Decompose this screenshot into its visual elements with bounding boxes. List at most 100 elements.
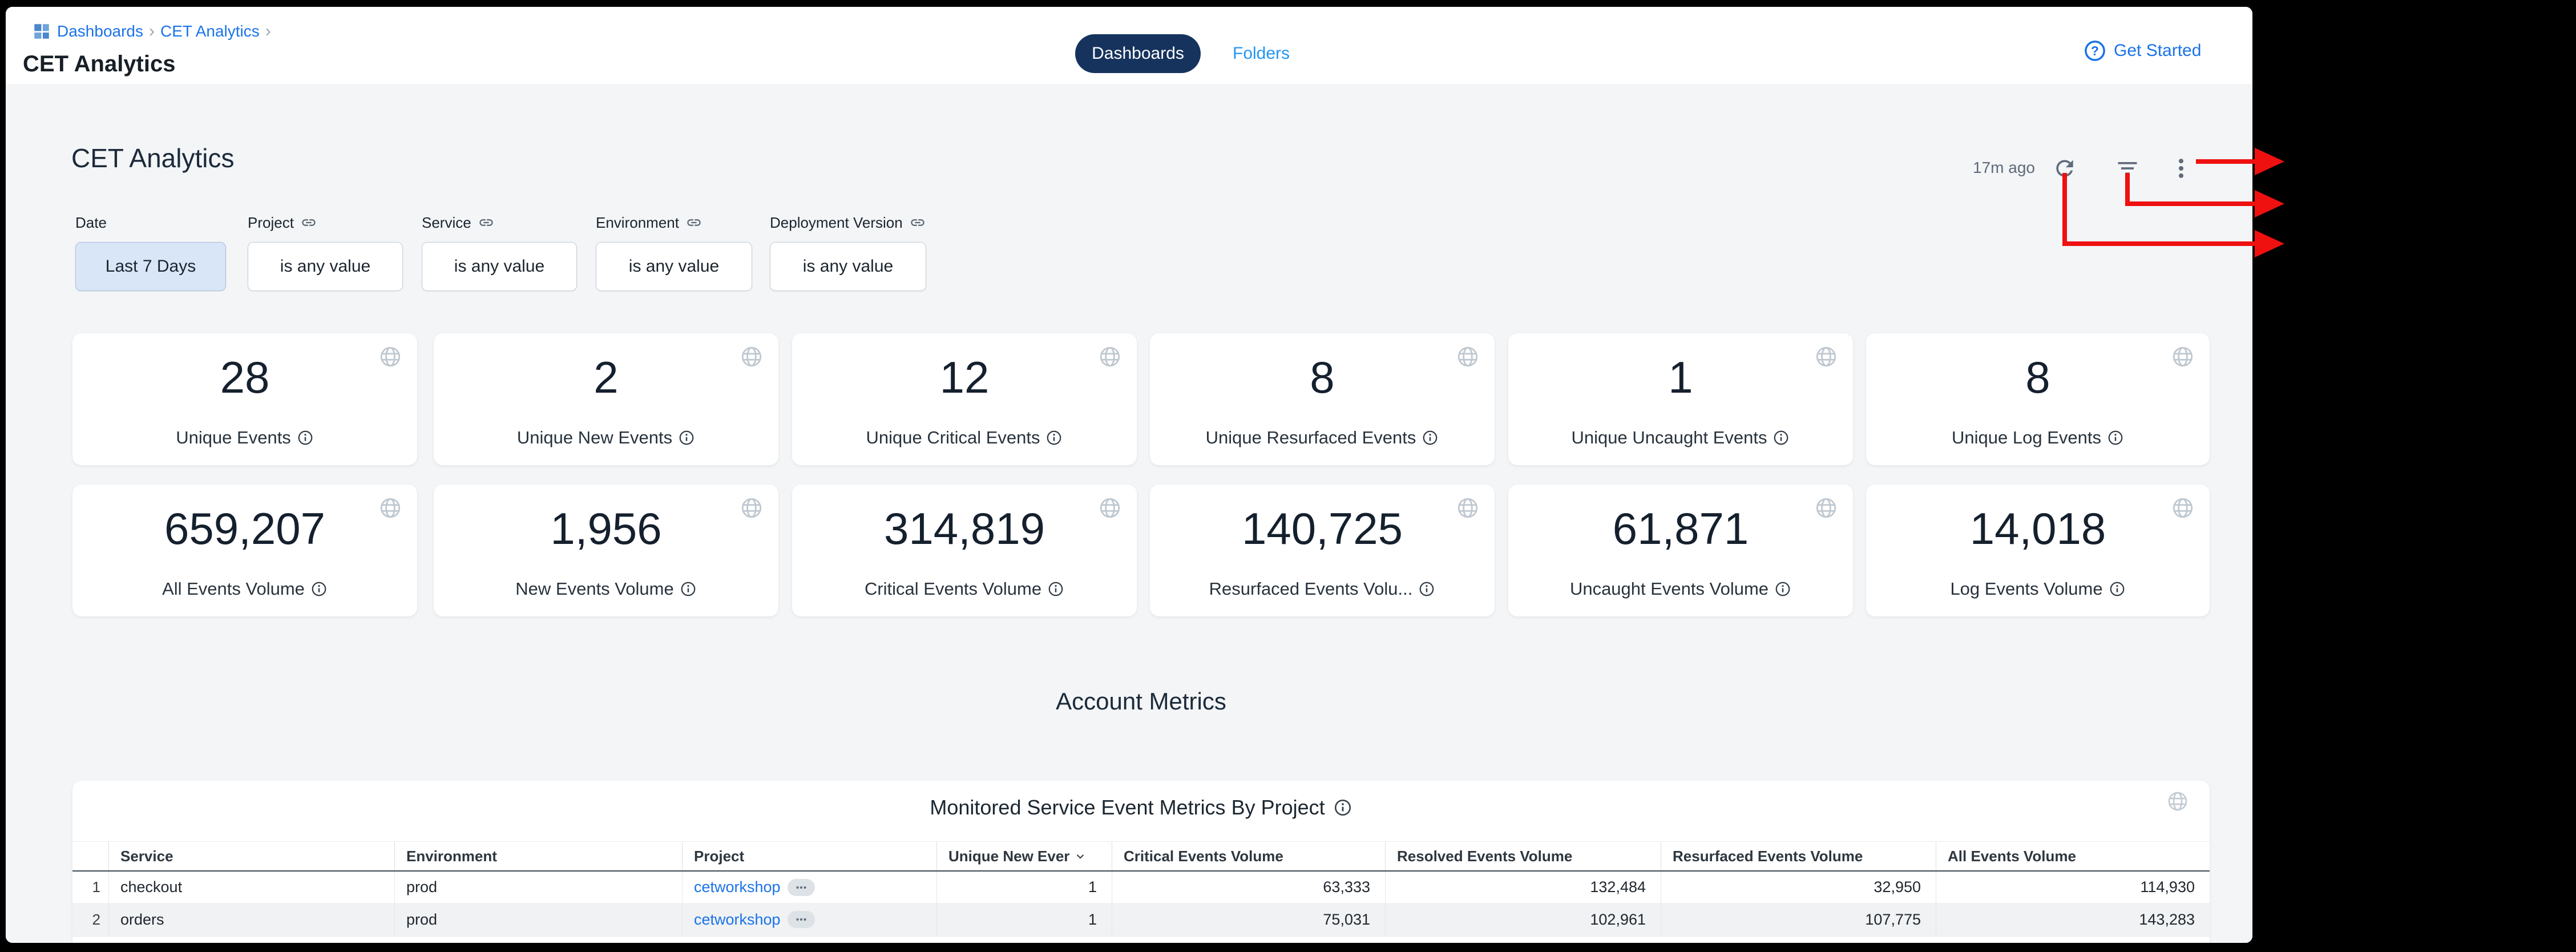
kpi-tile-unique-critical-events: 12 Unique Critical Events [792,333,1137,465]
breadcrumb-separator: › [148,22,155,41]
top-bar: Dashboards › CET Analytics › CET Analyti… [6,7,2252,85]
dashboard-title: CET Analytics [71,143,235,173]
kpi-value: 1 [1668,352,1693,402]
cell-resurfaced-events-volume: 32,950 [1661,872,1936,903]
row-index: 2 [92,910,100,928]
link-icon[interactable] [301,215,317,231]
column-header-rownum [72,842,108,870]
filter-icon[interactable] [2115,156,2140,181]
info-icon[interactable] [1047,580,1064,598]
help-icon: ? [2083,39,2107,63]
more-actions-pill[interactable] [787,911,815,928]
dashboards-grid-icon[interactable] [32,22,51,41]
info-icon[interactable] [1045,429,1063,446]
globe-icon [1456,345,1480,369]
service-filter-button[interactable]: is any value [422,242,577,291]
link-icon[interactable] [686,215,702,231]
column-header-critical-events-volume[interactable]: Critical Events Volume [1112,842,1385,870]
kpi-value: 2 [593,352,619,402]
info-icon[interactable] [1774,580,1791,598]
globe-icon [378,496,402,520]
column-header-resolved-events-volume[interactable]: Resolved Events Volume [1385,842,1661,870]
kpi-value: 14,018 [1969,503,2106,554]
info-icon[interactable] [2109,580,2126,598]
kpi-value: 314,819 [884,503,1045,554]
project-link[interactable]: cetworkshop [694,910,781,928]
tab-dashboards[interactable]: Dashboards [1075,34,1201,73]
kpi-tile-new-events-volume: 1,956 New Events Volume [434,485,778,616]
get-started-label: Get Started [2114,41,2202,60]
kebab-menu-icon[interactable] [2169,156,2194,181]
cell-environment: prod [394,872,682,903]
kpi-value: 12 [939,352,990,402]
cell-service: checkout [108,872,394,903]
info-icon[interactable] [678,429,695,446]
column-header-resurfaced-events-volume[interactable]: Resurfaced Events Volume [1661,842,1936,870]
project-filter-button[interactable]: is any value [248,242,403,291]
cell-critical-events-volume: 75,031 [1112,903,1385,936]
kpi-label: Uncaught Events Volume [1569,579,1769,599]
breadcrumb: Dashboards › CET Analytics › [32,22,271,41]
kpi-value: 61,871 [1612,503,1749,554]
globe-icon [2171,345,2195,369]
kpi-label: Critical Events Volume [864,579,1042,599]
kpi-tile-unique-log-events: 8 Unique Log Events [1866,333,2210,465]
kpi-value: 1,956 [550,503,662,554]
info-icon[interactable] [297,429,314,446]
refresh-icon[interactable] [2052,156,2077,181]
link-icon[interactable] [910,215,926,231]
column-header-project[interactable]: Project [682,842,936,870]
date-filter-button[interactable]: Last 7 Days [75,242,226,291]
kpi-tile-unique-new-events: 2 Unique New Events [434,333,778,465]
globe-icon [740,496,764,520]
chevron-down-icon [1073,849,1088,864]
kpi-label: All Events Volume [162,579,305,599]
globe-icon [2171,496,2195,520]
breadcrumb-separator: › [265,22,271,41]
kpi-tile-critical-events-volume: 314,819 Critical Events Volume [792,485,1137,616]
more-actions-pill[interactable] [787,878,815,896]
breadcrumb-dashboards[interactable]: Dashboards [57,22,143,40]
globe-icon [1814,496,1838,520]
info-icon[interactable] [1772,429,1790,446]
annotation-arrow-refresh-head [2255,230,2284,257]
kpi-tile-log-events-volume: 14,018 Log Events Volume [1866,485,2210,616]
info-icon[interactable] [2107,429,2124,446]
column-header-service[interactable]: Service [108,842,394,870]
globe-icon [740,345,764,369]
annotation-arrow-filter-head [2255,190,2284,217]
info-icon[interactable] [680,580,697,598]
annotation-arrow-refresh-line [2062,241,2255,246]
cell-project: cetworkshop [682,903,936,936]
info-icon[interactable] [1333,798,1352,817]
kpi-tile-unique-uncaught-events: 1 Unique Uncaught Events [1508,333,1853,465]
get-started-link[interactable]: ? Get Started [2083,39,2201,63]
breadcrumb-cet-analytics[interactable]: CET Analytics [160,22,260,40]
table-row: 2 orders prod cetworkshop 1 75,031 102,9… [72,903,2210,937]
row-index: 1 [92,878,100,895]
link-icon[interactable] [478,215,494,231]
cell-environment: prod [394,903,682,936]
cell-project: cetworkshop [682,872,936,903]
globe-icon [378,345,402,369]
info-icon[interactable] [1422,429,1439,446]
project-link[interactable]: cetworkshop [694,878,781,895]
cell-unique-new-events: 1 [936,903,1112,936]
column-header-all-events-volume[interactable]: All Events Volume [1936,842,2210,870]
kpi-label: New Events Volume [515,579,674,599]
column-header-unique-new-events[interactable]: Unique New Ever [936,842,1112,870]
deployment-version-filter-button[interactable]: is any value [770,242,926,291]
kpi-value: 8 [2025,352,2050,402]
cell-resurfaced-events-volume: 107,775 [1661,903,1936,936]
filter-label-service: Service [422,213,494,232]
column-header-environment[interactable]: Environment [394,842,682,870]
info-icon[interactable] [310,580,328,598]
annotation-arrow-filter-line [2125,201,2255,206]
info-icon[interactable] [1418,580,1435,598]
cell-critical-events-volume: 63,333 [1112,872,1385,903]
environment-filter-button[interactable]: is any value [596,242,752,291]
section-title-account-metrics: Account Metrics [1056,688,1226,715]
globe-icon [1814,345,1838,369]
app-window: Dashboards › CET Analytics › CET Analyti… [6,7,2252,943]
tab-folders[interactable]: Folders [1233,44,1290,63]
